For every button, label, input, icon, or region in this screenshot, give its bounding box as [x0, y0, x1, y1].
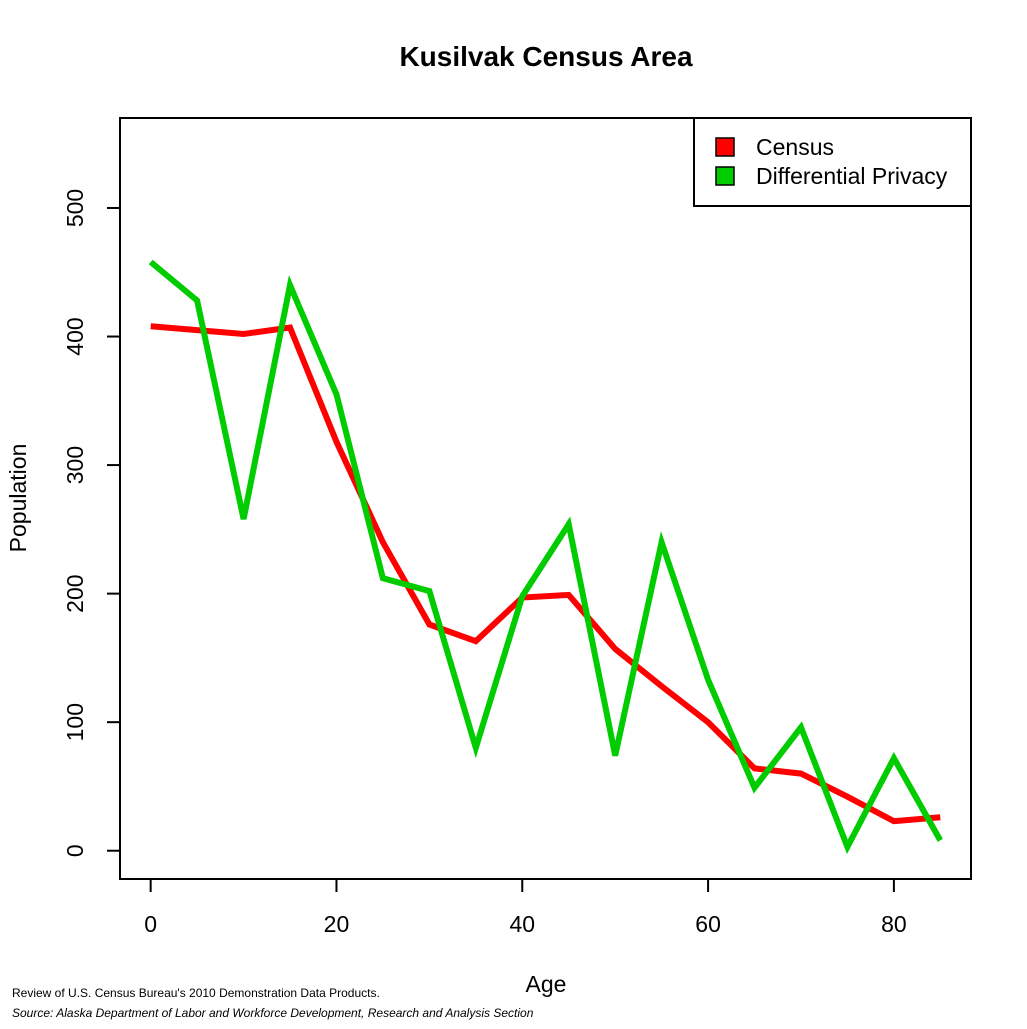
y-tick-label: 300	[62, 446, 88, 484]
legend: Census Differential Privacy	[693, 117, 972, 207]
chart-title: Kusilvak Census Area	[399, 41, 693, 72]
legend-label-census: Census	[756, 134, 834, 160]
y-axis-title: Population	[5, 444, 31, 553]
footnote-source: Source: Alaska Department of Labor and W…	[12, 1006, 534, 1020]
legend-label-differential-privacy: Differential Privacy	[756, 163, 948, 189]
series-line-differential-privacy	[148, 259, 943, 855]
series-layer	[148, 259, 943, 855]
x-tick-label: 40	[509, 911, 535, 937]
y-tick-label: 500	[62, 189, 88, 227]
legend-box	[693, 117, 972, 207]
y-tick-label: 400	[62, 317, 88, 355]
y-tick-label: 0	[62, 844, 88, 857]
x-axis-title: Age	[526, 971, 567, 997]
x-tick-label: 20	[324, 911, 350, 937]
x-axis: 0 20 40 60 80	[144, 878, 907, 937]
x-tick-label: 60	[695, 911, 721, 937]
y-axis: 0 100 200 300 400 500	[62, 189, 121, 857]
footnote-review: Review of U.S. Census Bureau's 2010 Demo…	[12, 986, 380, 1000]
y-tick-label: 100	[62, 703, 88, 741]
x-tick-label: 80	[881, 911, 907, 937]
legend-swatch-differential-privacy	[715, 166, 735, 186]
x-tick-label: 0	[144, 911, 157, 937]
legend-swatch-census	[715, 137, 735, 157]
y-tick-label: 200	[62, 574, 88, 612]
